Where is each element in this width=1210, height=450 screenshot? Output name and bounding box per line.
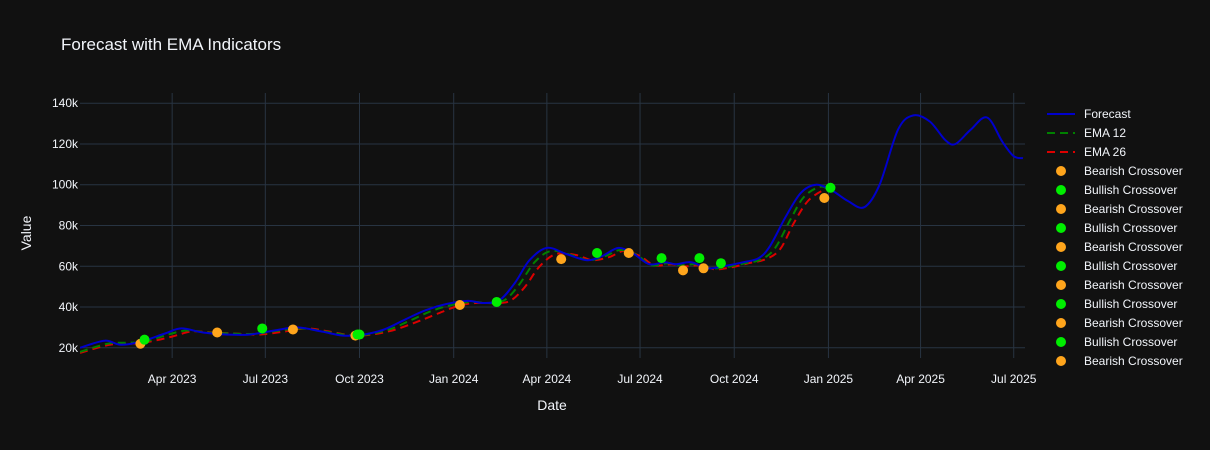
legend-marker-swatch bbox=[1056, 185, 1066, 195]
bullish-crossover-marker[interactable] bbox=[715, 258, 726, 269]
bullish-crossover-marker[interactable] bbox=[491, 296, 502, 307]
bullish-crossover-marker[interactable] bbox=[592, 248, 603, 259]
legend-label: Bearish Crossover bbox=[1084, 240, 1183, 254]
y-axis-label: Value bbox=[18, 215, 34, 250]
y-tick-label: 100k bbox=[52, 178, 79, 192]
x-tick-label: Jul 2024 bbox=[617, 372, 663, 386]
legend-item[interactable]: Bearish Crossover bbox=[1056, 316, 1183, 330]
legend-item[interactable]: Bullish Crossover bbox=[1056, 221, 1177, 235]
legend-label: Bearish Crossover bbox=[1084, 354, 1183, 368]
grid-lines bbox=[80, 93, 1025, 358]
series-line-ema-12[interactable] bbox=[80, 185, 831, 353]
legend-label: Bearish Crossover bbox=[1084, 202, 1183, 216]
legend-item[interactable]: Forecast bbox=[1047, 107, 1131, 121]
legend-label: Bullish Crossover bbox=[1084, 259, 1177, 273]
series-line-ema-26[interactable] bbox=[80, 188, 831, 354]
bearish-crossover-marker[interactable] bbox=[623, 248, 634, 259]
legend-label: Bullish Crossover bbox=[1084, 183, 1177, 197]
legend[interactable]: Forecast EMA 12 EMA 26 Bearish Crossover Bul… bbox=[1047, 107, 1183, 368]
bearish-crossover-marker[interactable] bbox=[287, 324, 298, 335]
legend-item[interactable]: Bullish Crossover bbox=[1056, 335, 1177, 349]
y-tick-label: 140k bbox=[52, 96, 79, 110]
y-tick-label: 20k bbox=[59, 341, 79, 355]
bearish-crossover-marker[interactable] bbox=[454, 300, 465, 310]
bearish-crossover-marker[interactable] bbox=[212, 327, 223, 338]
legend-marker-swatch bbox=[1056, 204, 1066, 214]
legend-marker-swatch bbox=[1056, 280, 1066, 290]
legend-marker-swatch bbox=[1056, 242, 1066, 252]
legend-item[interactable]: Bearish Crossover bbox=[1056, 164, 1183, 178]
y-tick-label: 60k bbox=[59, 259, 79, 273]
bearish-crossover-marker[interactable] bbox=[819, 192, 830, 203]
legend-marker-swatch bbox=[1056, 223, 1066, 233]
bullish-crossover-marker[interactable] bbox=[825, 182, 836, 193]
legend-label: Bullish Crossover bbox=[1084, 221, 1177, 235]
y-tick-label: 40k bbox=[59, 300, 79, 314]
legend-marker-swatch bbox=[1056, 166, 1066, 176]
legend-item[interactable]: Bullish Crossover bbox=[1056, 297, 1177, 311]
crossover-markers bbox=[135, 182, 836, 349]
bullish-crossover-marker[interactable] bbox=[694, 253, 705, 264]
y-axis-ticks: 20k 40k 60k 80k 100k 120k 140k bbox=[52, 96, 79, 355]
bullish-crossover-marker[interactable] bbox=[656, 253, 667, 264]
legend-item[interactable]: Bearish Crossover bbox=[1056, 240, 1183, 254]
series-line-forecast[interactable] bbox=[80, 114, 1024, 349]
legend-item[interactable]: EMA 12 bbox=[1047, 126, 1126, 140]
legend-label: EMA 12 bbox=[1084, 126, 1126, 140]
legend-label: Bearish Crossover bbox=[1084, 164, 1183, 178]
legend-label: Bullish Crossover bbox=[1084, 335, 1177, 349]
legend-label: EMA 26 bbox=[1084, 145, 1126, 159]
legend-marker-swatch bbox=[1056, 299, 1066, 309]
bearish-crossover-marker[interactable] bbox=[678, 265, 689, 276]
legend-marker-swatch bbox=[1056, 337, 1066, 347]
x-tick-label: Apr 2025 bbox=[896, 372, 945, 386]
y-tick-label: 120k bbox=[52, 137, 79, 151]
x-tick-label: Jan 2025 bbox=[804, 372, 854, 386]
legend-label: Bearish Crossover bbox=[1084, 316, 1183, 330]
x-tick-label: Apr 2024 bbox=[523, 372, 572, 386]
legend-item[interactable]: Bearish Crossover bbox=[1056, 278, 1183, 292]
bearish-crossover-marker[interactable] bbox=[698, 263, 709, 274]
legend-label: Bearish Crossover bbox=[1084, 278, 1183, 292]
x-axis-ticks: Apr 2023 Jul 2023 Oct 2023 Jan 2024 Apr 2024… bbox=[148, 372, 1037, 386]
legend-label: Forecast bbox=[1084, 107, 1131, 121]
x-tick-label: Jul 2025 bbox=[991, 372, 1037, 386]
bullish-crossover-marker[interactable] bbox=[139, 334, 150, 345]
legend-marker-swatch bbox=[1056, 261, 1066, 271]
chart-title: Forecast with EMA Indicators bbox=[61, 35, 281, 54]
legend-item[interactable]: EMA 26 bbox=[1047, 145, 1126, 159]
x-tick-label: Jul 2023 bbox=[243, 372, 289, 386]
legend-item[interactable]: Bearish Crossover bbox=[1056, 202, 1183, 216]
legend-item[interactable]: Bullish Crossover bbox=[1056, 259, 1177, 273]
bearish-crossover-marker[interactable] bbox=[556, 254, 567, 265]
bullish-crossover-marker[interactable] bbox=[354, 329, 365, 340]
bullish-crossover-marker[interactable] bbox=[257, 323, 268, 334]
plot-area bbox=[80, 114, 1024, 354]
legend-label: Bullish Crossover bbox=[1084, 297, 1177, 311]
x-tick-label: Oct 2023 bbox=[335, 372, 384, 386]
x-tick-label: Jan 2024 bbox=[429, 372, 479, 386]
x-tick-label: Oct 2024 bbox=[710, 372, 759, 386]
legend-item[interactable]: Bearish Crossover bbox=[1056, 354, 1183, 368]
legend-item[interactable]: Bullish Crossover bbox=[1056, 183, 1177, 197]
legend-marker-swatch bbox=[1056, 356, 1066, 366]
legend-marker-swatch bbox=[1056, 318, 1066, 328]
y-tick-label: 80k bbox=[59, 219, 79, 233]
x-tick-label: Apr 2023 bbox=[148, 372, 197, 386]
x-axis-label: Date bbox=[537, 397, 567, 413]
